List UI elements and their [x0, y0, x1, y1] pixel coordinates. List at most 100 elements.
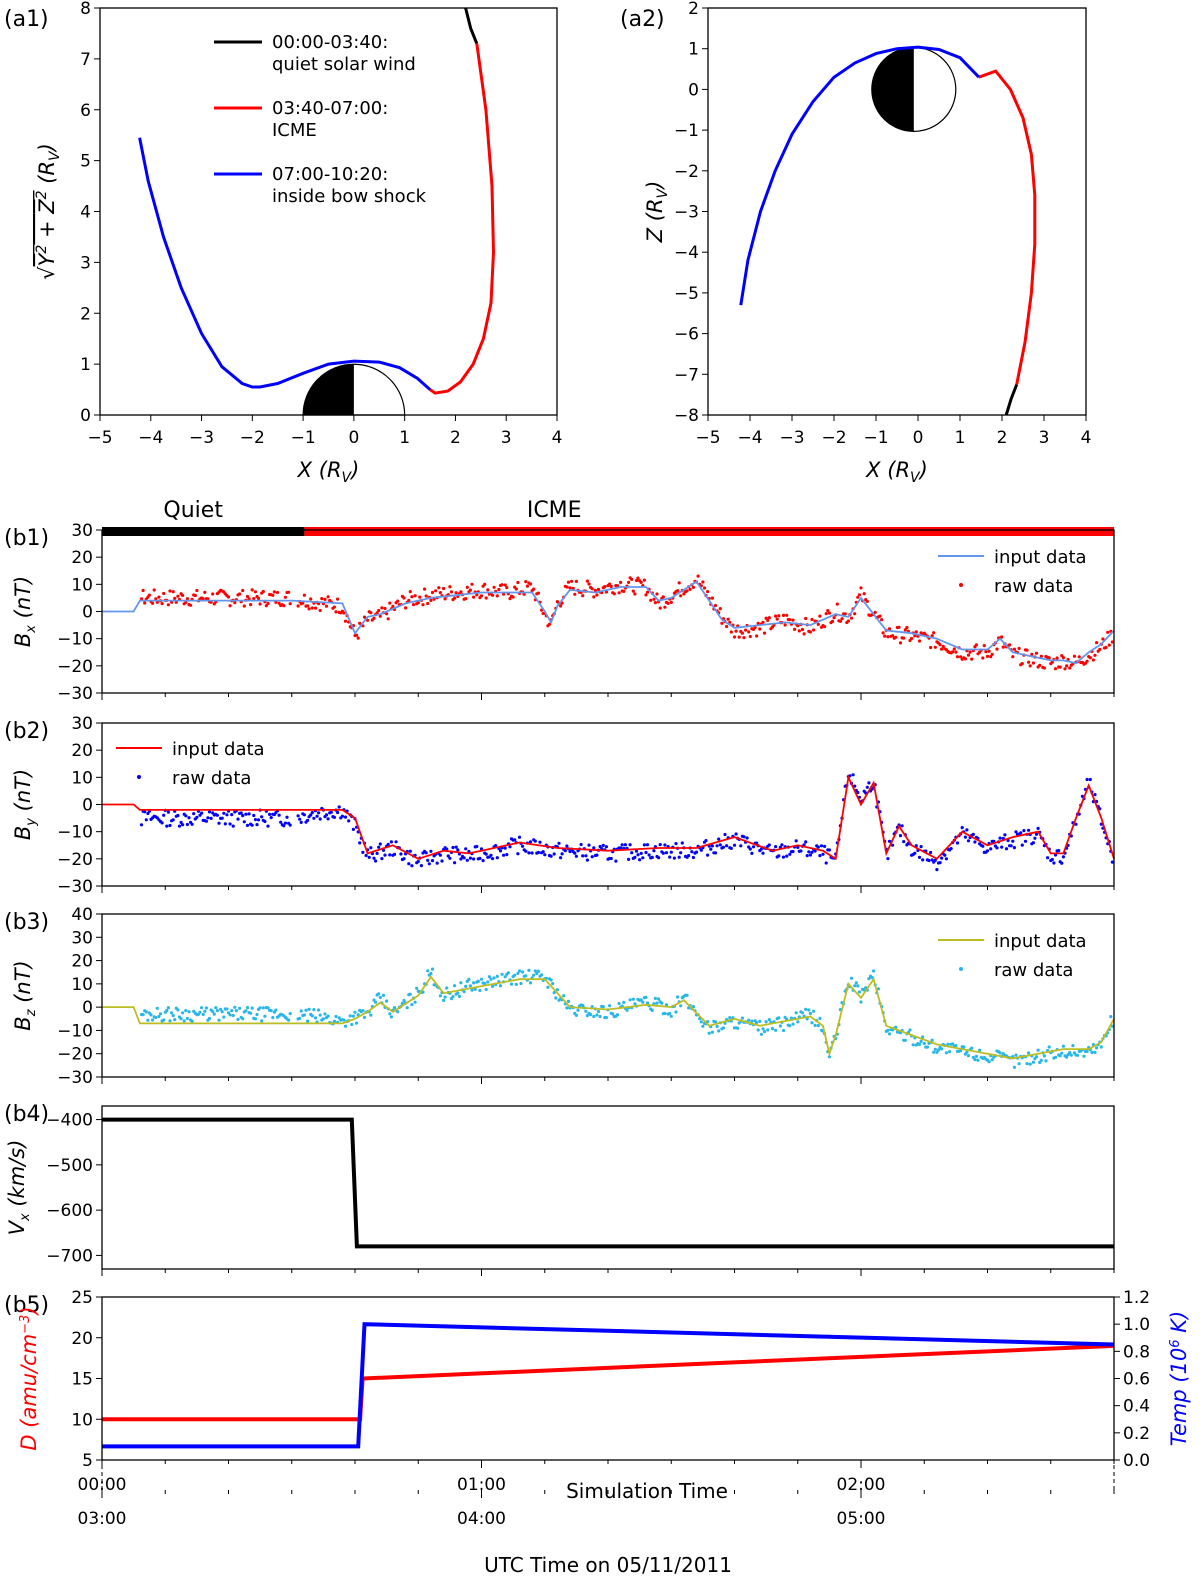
bz-raw-point: [816, 1024, 820, 1028]
by-raw-point: [725, 844, 729, 848]
by-raw-point: [312, 816, 316, 820]
by-raw-point: [326, 817, 330, 821]
bx-raw-point: [528, 582, 533, 586]
bz-raw-point: [274, 1008, 278, 1012]
bz-raw-point: [872, 969, 876, 973]
bz-raw-point: [962, 1045, 966, 1049]
bz-raw-point: [250, 1006, 254, 1010]
y-axis-title: √Y2 + Z2 (RV): [34, 143, 63, 280]
by-raw-point: [808, 853, 813, 857]
bz-raw-point: [222, 1015, 226, 1019]
by-raw-point: [1046, 856, 1050, 860]
bz-raw-point: [639, 998, 643, 1002]
bz-raw-point: [813, 1023, 817, 1027]
a1-y-tick-label: 8: [80, 0, 91, 19]
bx-raw-point: [437, 586, 441, 590]
by-raw-point: [1014, 830, 1018, 834]
bz-raw-point: [628, 998, 632, 1002]
bx-raw-point: [573, 592, 577, 596]
bx-raw-point: [423, 587, 427, 591]
bx-raw-point: [1107, 643, 1111, 647]
bx-raw-point: [639, 580, 643, 585]
bz-raw-point: [971, 1055, 975, 1059]
bx-raw-point: [547, 622, 552, 626]
bx-raw-point: [902, 636, 906, 640]
by-raw-point: [590, 855, 594, 859]
bz-raw-point: [951, 1042, 955, 1046]
bz-raw-point: [947, 1050, 952, 1054]
by-raw-point: [1020, 843, 1024, 847]
bz-raw-point: [660, 1001, 664, 1005]
by-raw-point: [283, 821, 287, 825]
orbit-quiet: [1004, 383, 1019, 416]
bx-raw-point: [483, 582, 487, 587]
bz-raw-point: [321, 1017, 325, 1021]
bx-raw-point: [258, 602, 262, 606]
bx-raw-point: [503, 583, 507, 587]
b5-yl-tick-label: 10: [71, 1410, 93, 1430]
bz-raw-point: [978, 1048, 982, 1052]
bz-raw-point: [770, 1027, 775, 1031]
bz-raw-point: [604, 1015, 609, 1020]
bz-raw-point: [1039, 1058, 1043, 1062]
by-raw-point: [853, 784, 857, 788]
bz-raw-point: [1034, 1055, 1039, 1059]
by-raw-point: [524, 849, 528, 853]
bx-raw-point: [633, 592, 637, 596]
bz-raw-point: [707, 1031, 711, 1035]
by-raw-point: [734, 832, 738, 836]
bz-raw-point: [413, 1000, 417, 1004]
bx-raw-point: [810, 617, 814, 622]
bx-raw-point: [914, 630, 918, 634]
bx-raw-point: [486, 588, 490, 592]
bx-raw-point: [226, 595, 231, 599]
by-raw-point: [966, 839, 971, 843]
bx-raw-point: [408, 590, 412, 594]
bx-raw-point: [275, 590, 280, 595]
by-raw-point: [241, 814, 245, 818]
by-raw-point: [179, 820, 183, 825]
bz-raw-point: [350, 1022, 354, 1027]
bz-raw-point: [271, 1015, 275, 1020]
by-raw-point: [804, 840, 808, 844]
bx-raw-point: [804, 616, 808, 621]
by-raw-point: [465, 858, 469, 862]
bz-raw-point: [170, 1011, 174, 1015]
by-raw-point: [690, 850, 694, 854]
bz-raw-point: [631, 997, 635, 1001]
by-raw-point: [713, 851, 718, 855]
bz-raw-point: [936, 1048, 941, 1052]
bx-raw-point: [720, 621, 724, 625]
bz-raw-point: [168, 1019, 172, 1023]
bz-raw-point: [467, 977, 471, 982]
bx-raw-point: [604, 590, 609, 594]
a1-y-tick-label: 5: [80, 152, 91, 172]
bz-raw-point: [498, 984, 503, 988]
b1-y-tick-label: −10: [57, 630, 93, 650]
bz-raw-point: [179, 1017, 183, 1021]
panel-label-a2: (a2): [620, 7, 665, 32]
bx-raw-point: [753, 625, 757, 630]
b2-y-tick-label: −10: [57, 823, 93, 843]
venus-nightside: [303, 364, 354, 415]
by-raw-point: [236, 817, 240, 821]
bx-raw-point: [495, 594, 499, 598]
bx-raw-point: [1042, 666, 1046, 670]
bz-raw-point: [1093, 1050, 1097, 1054]
bx-raw-point: [497, 587, 501, 592]
by-raw-point: [679, 851, 683, 855]
bz-raw-point: [198, 1010, 202, 1014]
by-raw-point: [1012, 846, 1017, 850]
bz-raw-point: [691, 1005, 696, 1009]
by-input-line: [102, 774, 1115, 861]
bz-raw-point: [388, 1012, 392, 1016]
bz-raw-point: [1047, 1045, 1051, 1049]
b2-y-tick-label: 0: [82, 796, 93, 816]
by-raw-point: [206, 816, 210, 820]
bx-raw-point: [609, 584, 613, 589]
bx-raw-point: [627, 580, 631, 585]
bz-raw-point: [911, 1043, 915, 1047]
by-raw-point: [750, 851, 754, 856]
b5-yl-tick-label: 20: [71, 1329, 93, 1349]
bz-raw-point: [484, 987, 488, 992]
